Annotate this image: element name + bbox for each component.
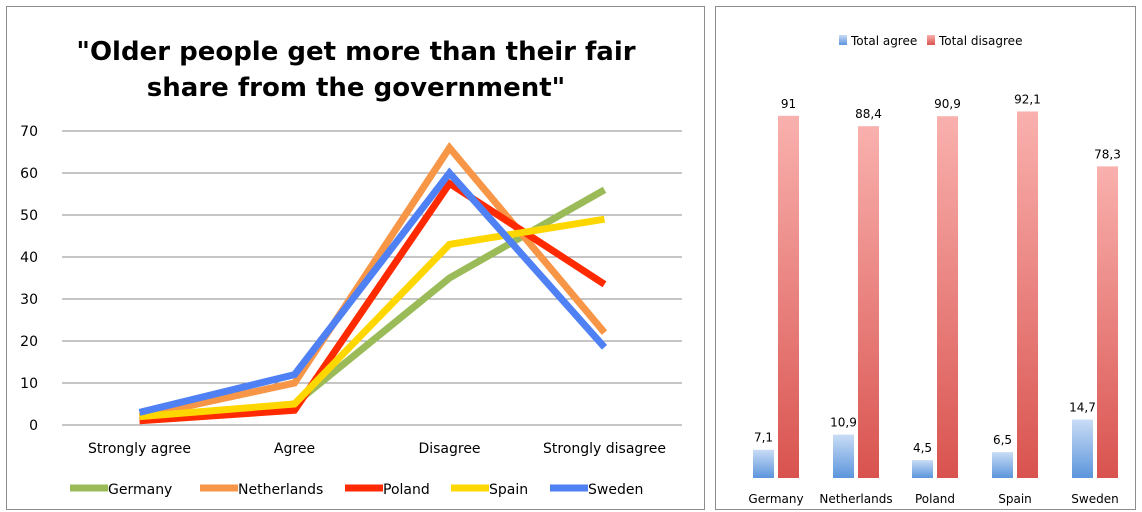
y-tick-label: 0 [29,418,38,434]
bar-disagree-sweden [1097,166,1118,478]
bar-disagree-poland [937,116,958,478]
y-tick-label: 30 [20,292,38,308]
bar-x-tick-label: Sweden [1071,492,1118,506]
line-chart-y-axis: 0 10 20 30 40 50 60 70 [20,124,38,434]
bar-x-tick-label: Spain [998,492,1032,506]
line-chart-title-line-2: share from the government" [147,73,565,103]
data-label-agree-netherlands: 10,9 [830,416,857,430]
bar-chart-bars [753,111,1118,478]
bar-disagree-spain [1017,111,1038,478]
bar-disagree-netherlands [858,126,879,478]
bar-agree-germany [753,449,774,478]
data-label-agree-germany: 7,1 [754,431,773,445]
line-chart-x-axis: Strongly agree Agree Disagree Strongly disa… [88,441,666,457]
line-chart-gridlines [62,130,682,426]
legend-label-sweden: Sweden [588,482,643,498]
data-label-agree-poland: 4,5 [913,441,932,455]
bar-x-tick-label: Germany [748,492,803,506]
line-chart-title-line-1: "Older people get more than their fair [76,37,635,67]
bar-agree-poland [912,460,933,478]
data-label-disagree-netherlands: 88,4 [855,107,882,121]
series-line-netherlands [138,141,608,421]
legend-label-germany: Germany [108,482,172,498]
bar-agree-netherlands [833,434,854,478]
line-chart-frame [6,6,705,510]
data-label-disagree-germany: 91 [781,97,796,111]
x-tick-label: Agree [274,441,315,457]
bar-chart-legend: Total agree Total disagree [839,34,1022,48]
legend-label-poland: Poland [383,482,430,498]
line-chart-panel: "Older people get more than their fair s… [6,6,705,510]
data-label-disagree-poland: 90,9 [934,97,961,111]
legend-label-total-agree: Total agree [850,34,917,48]
bar-chart-panel: Total agree Total disagree 7,1 91 10,9 88,4 4… [715,6,1136,510]
line-chart-series [138,141,608,425]
x-tick-label: Strongly agree [88,441,191,457]
bar-agree-sweden [1072,419,1093,478]
y-tick-label: 50 [20,208,38,224]
bar-x-tick-label: Poland [915,492,955,506]
y-tick-label: 70 [20,124,38,140]
y-tick-label: 20 [20,334,38,350]
bar-disagree-germany [778,115,799,478]
x-tick-label: Disagree [418,441,480,457]
y-tick-label: 40 [20,250,38,266]
legend-label-total-disagree: Total disagree [938,34,1022,48]
x-tick-label: Strongly disagree [543,441,666,457]
bar-agree-spain [992,452,1013,478]
legend-swatch-total-agree [839,35,847,45]
y-tick-label: 10 [20,376,38,392]
y-tick-label: 60 [20,166,38,182]
bar-chart-data-labels: 7,1 91 10,9 88,4 4,5 90,9 6,5 92,1 14,7 78,3 [754,92,1121,455]
line-chart-legend: Germany Netherlands Poland Spain Sweden [70,482,643,498]
bar-chart-x-axis: Germany Netherlands Poland Spain Sweden [748,492,1118,506]
series-line-sweden [138,167,608,416]
data-label-disagree-sweden: 78,3 [1094,147,1121,161]
bar-x-tick-label: Netherlands [819,492,892,506]
legend-label-netherlands: Netherlands [238,482,323,498]
data-label-disagree-spain: 92,1 [1014,92,1041,106]
legend-label-spain: Spain [489,482,528,498]
series-line-spain [139,215,606,421]
data-label-agree-spain: 6,5 [993,433,1012,447]
data-label-agree-sweden: 14,7 [1069,400,1096,414]
legend-swatch-total-disagree [927,35,935,45]
